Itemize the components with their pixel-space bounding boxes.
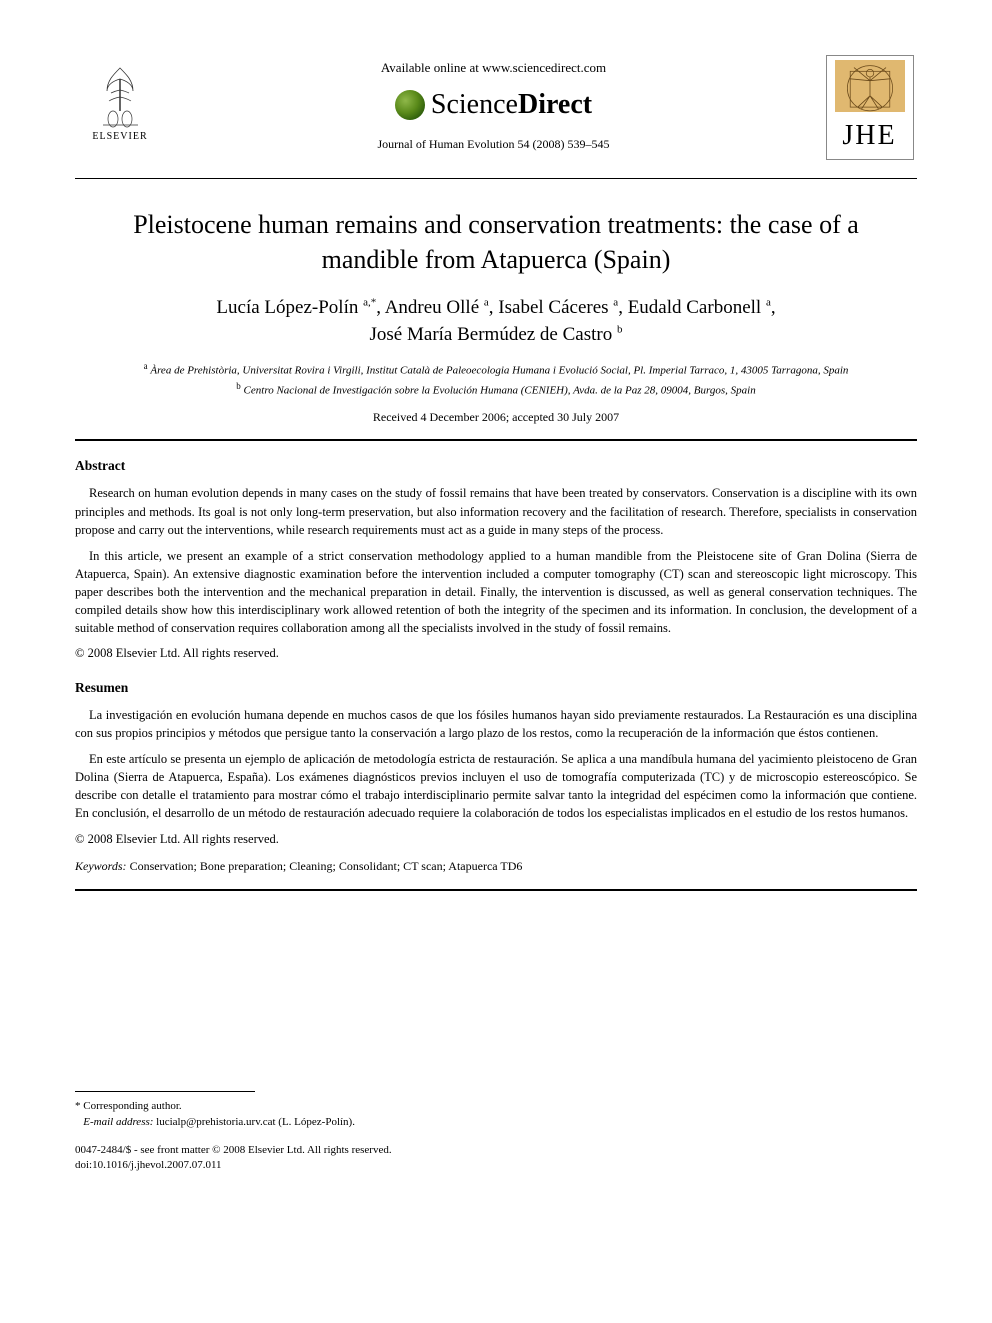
journal-cover-block: JHE (822, 55, 917, 160)
header-center: Available online at www.sciencedirect.co… (165, 55, 822, 153)
elsevier-logo-block: ELSEVIER (75, 55, 165, 144)
doi-block: 0047-2484/$ - see front matter © 2008 El… (75, 1143, 917, 1174)
resumen-copyright: © 2008 Elsevier Ltd. All rights reserved… (75, 831, 917, 849)
article-title: Pleistocene human remains and conservati… (85, 207, 907, 277)
abstract-paragraph-1: Research on human evolution depends in m… (75, 484, 917, 538)
vitruvian-man-icon (835, 60, 905, 112)
keywords-lower-rule (75, 889, 917, 891)
title-lower-rule (75, 439, 917, 441)
page-header: ELSEVIER Available online at www.science… (75, 55, 917, 160)
email-value: lucialp@prehistoria.urv.cat (L. López-Po… (153, 1116, 355, 1128)
affiliation-a: Àrea de Prehistòria, Universitat Rovira … (150, 365, 848, 377)
article-dates: Received 4 December 2006; accepted 30 Ju… (75, 409, 917, 426)
email-label: E-mail address: (83, 1116, 153, 1128)
author-5-affil: b (617, 323, 623, 335)
sciencedirect-wordmark: ScienceDirect (431, 85, 592, 124)
author-5: José María Bermúdez de Castro (370, 324, 617, 345)
authors-block: Lucía López-Polín a,*, Andreu Ollé a, Is… (75, 295, 917, 348)
sciencedirect-swirl-icon (395, 90, 425, 120)
jhe-letters: JHE (842, 116, 896, 155)
email-line: E-mail address: lucialp@prehistoria.urv.… (75, 1114, 917, 1131)
sd-light: Science (431, 89, 518, 120)
front-matter-line: 0047-2484/$ - see front matter © 2008 El… (75, 1143, 917, 1158)
resumen-paragraph-2: En este artículo se presenta un ejemplo … (75, 750, 917, 823)
author-4-prefix: , Eudald Carbonell (618, 297, 766, 318)
affiliations-block: a Àrea de Prehistòria, Universitat Rovir… (75, 360, 917, 398)
affil-a-marker: a (144, 361, 148, 371)
corresponding-line: * Corresponding author. (75, 1098, 917, 1115)
available-online-line: Available online at www.sciencedirect.co… (165, 59, 822, 77)
sciencedirect-logo: ScienceDirect (165, 85, 822, 124)
keywords-text: Conservation; Bone preparation; Cleaning… (127, 859, 523, 873)
abstract-paragraph-2: In this article, we present an example o… (75, 547, 917, 638)
author-1-affil: a, (363, 297, 371, 309)
author-4-comma: , (771, 297, 776, 318)
jhe-cover-box: JHE (826, 55, 914, 160)
abstract-copyright: © 2008 Elsevier Ltd. All rights reserved… (75, 645, 917, 663)
resumen-heading: Resumen (75, 679, 917, 698)
resumen-paragraph-1: La investigación en evolución humana dep… (75, 706, 917, 742)
author-2-prefix: , Andreu Ollé (376, 297, 484, 318)
affiliation-b: Centro Nacional de Investigación sobre l… (244, 384, 756, 396)
elsevier-label: ELSEVIER (92, 130, 147, 144)
keywords-label: Keywords: (75, 859, 127, 873)
affil-b-marker: b (236, 381, 241, 391)
doi-line: doi:10.1016/j.jhevol.2007.07.011 (75, 1158, 917, 1173)
abstract-heading: Abstract (75, 457, 917, 476)
elsevier-tree-icon (93, 63, 148, 128)
corresponding-author-footnote: * Corresponding author. E-mail address: … (75, 1098, 917, 1131)
sd-bold: Direct (518, 89, 592, 120)
keywords-line: Keywords: Conservation; Bone preparation… (75, 858, 917, 875)
author-1: Lucía López-Polín (216, 297, 363, 318)
header-rule (75, 178, 917, 179)
author-3-prefix: , Isabel Cáceres (489, 297, 614, 318)
footnote-rule (75, 1091, 255, 1092)
journal-reference: Journal of Human Evolution 54 (2008) 539… (165, 136, 822, 153)
